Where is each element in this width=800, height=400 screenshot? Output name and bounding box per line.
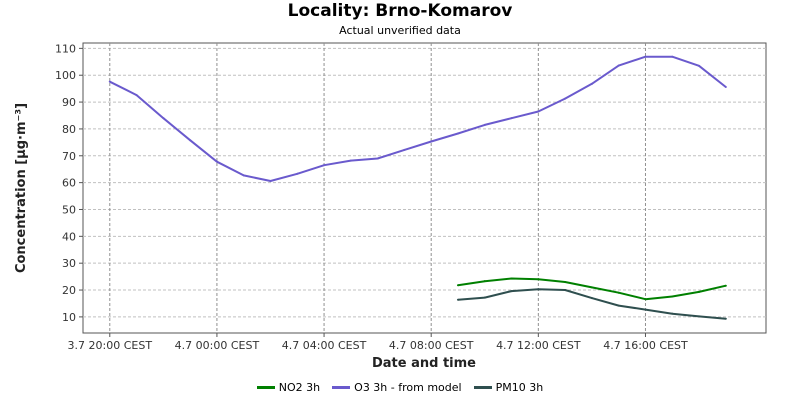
data-point-o3-3h-from-model (724, 86, 727, 89)
legend-swatch (473, 386, 492, 389)
data-point-pm10-3h (590, 297, 593, 300)
data-point-no2-3h (724, 284, 727, 287)
data-point-o3-3h-from-model (644, 55, 647, 58)
legend-label: O3 3h - from model (354, 381, 462, 394)
data-point-pm10-3h (617, 304, 620, 307)
legend-item: NO2 3h (256, 381, 321, 394)
data-point-o3-3h-from-model (590, 82, 593, 85)
data-point-no2-3h (590, 286, 593, 289)
series-lines (108, 55, 727, 320)
data-point-no2-3h (456, 284, 459, 287)
x-tick-label: 4.7 04:00 CEST (282, 339, 367, 352)
y-axis-title: Concentration [µg·m⁻³] (14, 103, 29, 273)
axis-ticks: 10 20 30 40 50 60 70 80 90 100 110 3.7 20:00 CEST 4.… (55, 42, 688, 352)
y-tick-label: 60 (62, 177, 76, 190)
y-tick-label: 110 (55, 42, 76, 55)
x-tick-label: 4.7 16:00 CEST (603, 339, 688, 352)
y-tick-label: 90 (62, 96, 76, 109)
legend-item: O3 3h - from model (332, 381, 462, 394)
y-tick-label: 20 (62, 284, 76, 297)
x-tick-label: 4.7 00:00 CEST (175, 339, 260, 352)
data-point-no2-3h (644, 298, 647, 301)
data-point-pm10-3h (724, 317, 727, 320)
data-point-no2-3h (537, 278, 540, 281)
y-tick-label: 70 (62, 150, 76, 163)
data-point-o3-3h-from-model (403, 148, 406, 151)
data-point-o3-3h-from-model (162, 117, 165, 120)
data-point-o3-3h-from-model (430, 140, 433, 143)
data-point-o3-3h-from-model (617, 64, 620, 67)
chart-subtitle: Actual unverified data (339, 24, 461, 37)
y-tick-label: 10 (62, 311, 76, 324)
legend-label: NO2 3h (278, 381, 321, 394)
legend-swatch (332, 386, 351, 389)
data-point-no2-3h (698, 290, 701, 293)
data-point-o3-3h-from-model (376, 157, 379, 160)
data-point-pm10-3h (456, 298, 459, 301)
data-point-o3-3h-from-model (349, 159, 352, 162)
plot-area (82, 42, 767, 334)
grid-lines (83, 43, 766, 333)
data-point-no2-3h (671, 295, 674, 298)
data-point-pm10-3h (644, 308, 647, 311)
data-point-o3-3h-from-model (108, 80, 111, 83)
data-point-o3-3h-from-model (189, 139, 192, 142)
data-point-pm10-3h (483, 296, 486, 299)
data-point-no2-3h (483, 280, 486, 283)
data-point-no2-3h (617, 291, 620, 294)
data-point-o3-3h-from-model (698, 64, 701, 67)
data-point-no2-3h (510, 277, 513, 280)
data-point-o3-3h-from-model (564, 97, 567, 100)
y-tick-label: 30 (62, 257, 76, 270)
data-point-o3-3h-from-model (483, 123, 486, 126)
data-point-o3-3h-from-model (456, 132, 459, 135)
x-tick-label: 4.7 12:00 CEST (496, 339, 581, 352)
data-point-pm10-3h (671, 312, 674, 315)
legend-label: PM10 3h (495, 381, 544, 394)
y-tick-label: 100 (55, 69, 76, 82)
data-point-o3-3h-from-model (269, 180, 272, 183)
data-point-no2-3h (564, 280, 567, 283)
data-point-o3-3h-from-model (215, 160, 218, 163)
data-point-o3-3h-from-model (242, 174, 245, 177)
y-tick-label: 40 (62, 230, 76, 243)
data-point-pm10-3h (510, 290, 513, 293)
x-tick-label: 3.7 20:00 CEST (68, 339, 153, 352)
y-tick-label: 50 (62, 203, 76, 216)
series-line-o3-3h-from-model (109, 55, 727, 182)
data-point-pm10-3h (564, 289, 567, 292)
legend-item: PM10 3h (473, 381, 544, 394)
legend-swatch (256, 386, 275, 389)
data-point-o3-3h-from-model (135, 94, 138, 97)
data-point-o3-3h-from-model (323, 164, 326, 167)
chart-title: Locality: Brno-Komarov (287, 1, 513, 21)
data-point-o3-3h-from-model (537, 110, 540, 113)
y-tick-label: 80 (62, 123, 76, 136)
data-point-o3-3h-from-model (671, 55, 674, 58)
plot-frame (82, 42, 767, 334)
data-point-o3-3h-from-model (296, 172, 299, 175)
data-point-pm10-3h (537, 288, 540, 291)
data-point-pm10-3h (698, 315, 701, 318)
data-point-o3-3h-from-model (510, 117, 513, 120)
x-tick-label: 4.7 08:00 CEST (389, 339, 474, 352)
x-axis-title: Date and time (372, 356, 476, 371)
legend: NO2 3h O3 3h - from model PM10 3h (0, 381, 800, 394)
